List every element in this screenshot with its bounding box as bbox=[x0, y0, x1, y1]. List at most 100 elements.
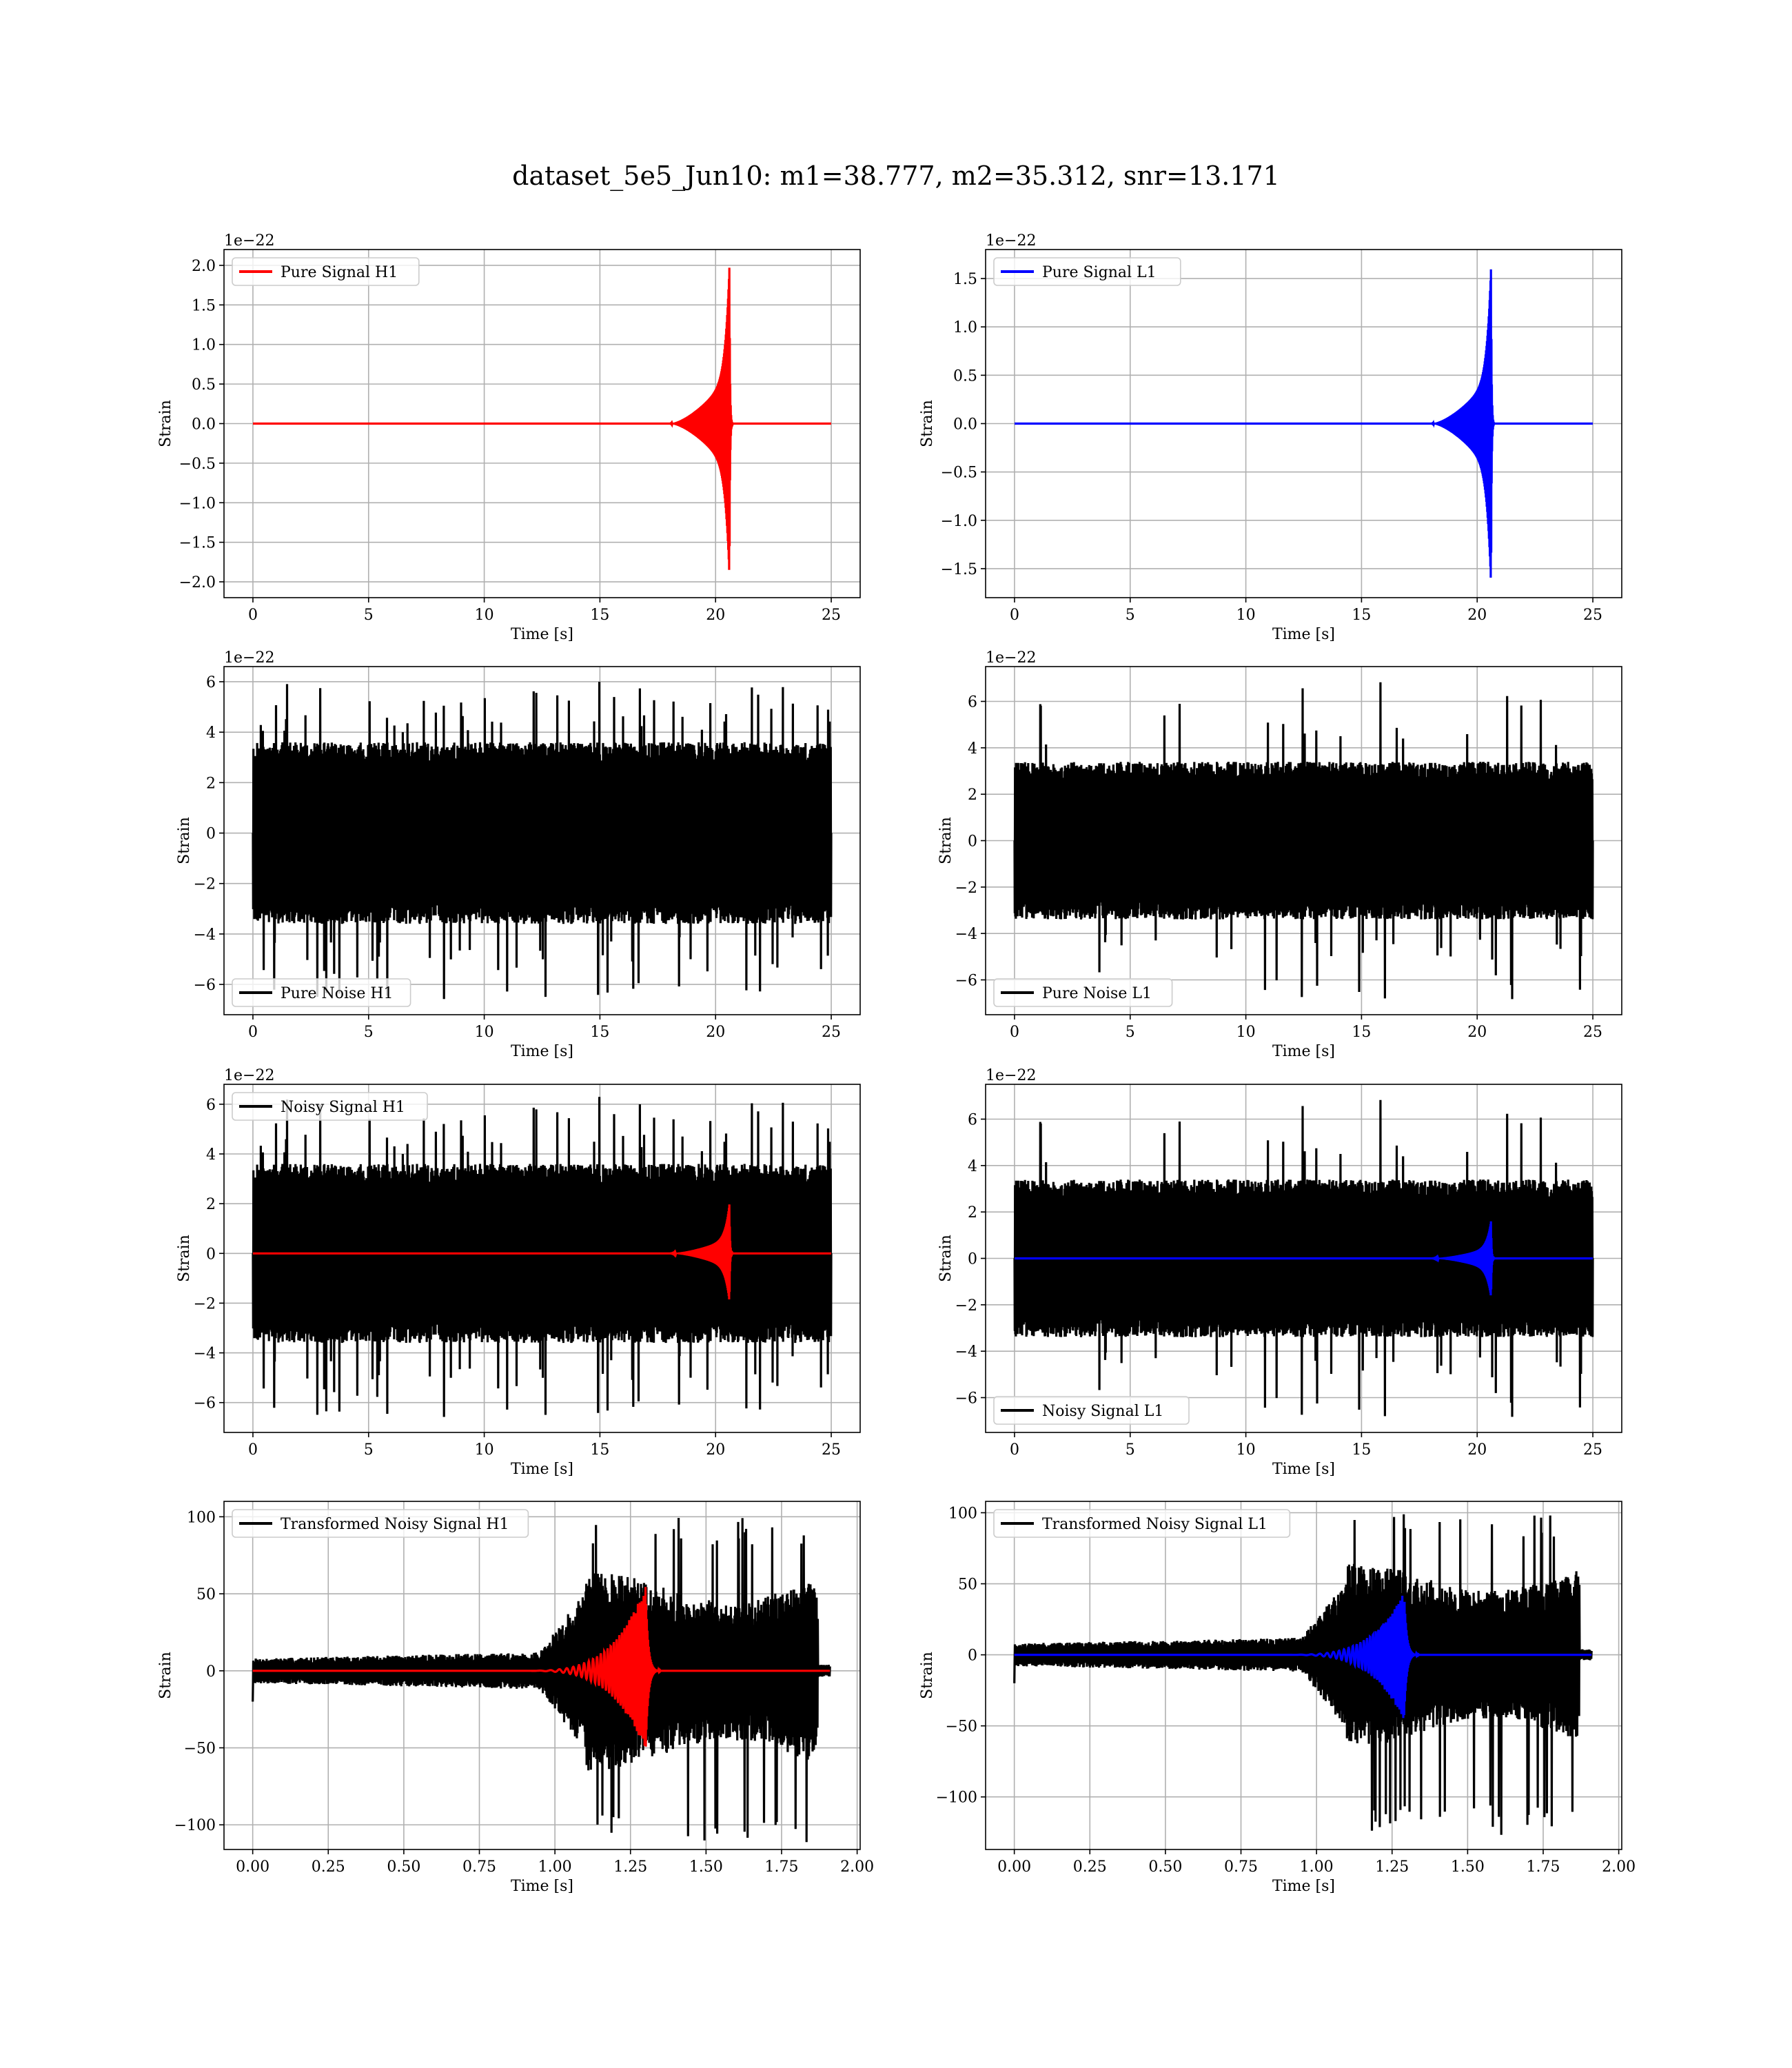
x-tick-label: 25 bbox=[822, 1441, 841, 1459]
y-tick-label: −50 bbox=[184, 1741, 216, 1758]
x-tick-label: 15 bbox=[1352, 1441, 1371, 1459]
x-tick-label: 25 bbox=[1583, 1024, 1602, 1041]
series-line-1 bbox=[252, 1517, 831, 1843]
y-tick-label: 0.5 bbox=[192, 376, 216, 394]
series-line-1 bbox=[1015, 269, 1593, 578]
y-tick-label: −4 bbox=[955, 926, 977, 943]
x-tick-label: 0 bbox=[248, 1441, 258, 1459]
x-tick-label: 0 bbox=[1010, 1024, 1019, 1041]
y-tick-label: −6 bbox=[194, 1395, 216, 1412]
x-tick-label: 15 bbox=[590, 607, 609, 624]
y-tick-label: 4 bbox=[206, 724, 216, 742]
y-tick-label: −2 bbox=[955, 880, 977, 897]
y-offset-label: 1e−22 bbox=[986, 649, 1036, 667]
plot-area bbox=[1013, 1099, 1594, 1417]
y-axis-label: Strain bbox=[176, 817, 193, 864]
subplot-1: 0 5 10 15 20 25 −2.0 −1.5 −1.0 −0.5 0.0 0.5 1.0 1.5 2.… bbox=[157, 232, 861, 643]
y-tick-label: 0.5 bbox=[953, 367, 977, 385]
x-axis-label: Time [s] bbox=[511, 626, 573, 643]
y-tick-label: −1.5 bbox=[941, 561, 977, 578]
x-axis-label: Time [s] bbox=[511, 1878, 573, 1895]
y-tick-label: 1.5 bbox=[192, 297, 216, 314]
legend-label: Pure Signal L1 bbox=[1042, 264, 1157, 281]
y-tick-label: 2.0 bbox=[192, 258, 216, 275]
legend: Pure Noise L1 bbox=[993, 978, 1173, 1007]
x-tick-label: 5 bbox=[364, 607, 374, 624]
x-tick-label: 15 bbox=[1352, 1024, 1371, 1041]
y-tick-label: −1.5 bbox=[179, 535, 216, 552]
plot-area bbox=[1013, 1514, 1593, 1835]
y-tick-label: −0.5 bbox=[179, 456, 216, 473]
y-tick-label: 0 bbox=[206, 1246, 216, 1263]
legend-frame bbox=[232, 257, 420, 286]
x-axis-label: Time [s] bbox=[511, 1461, 573, 1478]
plot-area bbox=[252, 1097, 833, 1417]
plot-area bbox=[1015, 269, 1593, 578]
subplot-8: 0.00 0.25 0.50 0.75 1.00 1.25 1.50 1.75 2.00 −100… bbox=[919, 1501, 1636, 1895]
y-axis-label: Strain bbox=[176, 1235, 193, 1282]
x-tick-label: 25 bbox=[822, 1024, 841, 1041]
x-tick-label: 0.75 bbox=[462, 1858, 496, 1876]
y-tick-label: −2 bbox=[955, 1297, 977, 1315]
legend-frame bbox=[232, 1509, 529, 1538]
y-tick-label: −1.0 bbox=[179, 495, 216, 512]
x-axis-label: Time [s] bbox=[1272, 1461, 1335, 1478]
y-tick-label: −50 bbox=[946, 1719, 977, 1736]
x-tick-label: 25 bbox=[822, 607, 841, 624]
y-tick-label: −2 bbox=[194, 876, 216, 893]
plot-area bbox=[252, 682, 833, 1000]
series-line-1 bbox=[1013, 1099, 1594, 1417]
y-tick-label: −2.0 bbox=[179, 574, 216, 591]
subplot-grid: 0 5 10 15 20 25−2.0−1.5−1.0−0.50.00.51.01.52.… bbox=[157, 232, 1636, 1895]
x-tick-label: 0.00 bbox=[997, 1858, 1031, 1876]
x-tick-label: 10 bbox=[1236, 607, 1256, 624]
y-tick-label: 100 bbox=[187, 1509, 216, 1526]
subplot-5: 0 5 10 15 20 25 −6 −4 −2 0 2 4 6 Time [s] Strain 1e−22 N… bbox=[176, 1067, 861, 1478]
y-tick-label: 2 bbox=[968, 1204, 977, 1221]
series-line-2 bbox=[1015, 1221, 1593, 1296]
x-tick-label: 0.50 bbox=[1148, 1858, 1182, 1876]
subplot-4: 0 5 10 15 20 25 −6 −4 −2 0 2 4 6 Time [s] Strain 1e−22 P… bbox=[937, 649, 1622, 1060]
series-line-2 bbox=[252, 1587, 831, 1747]
x-tick-label: 1.00 bbox=[538, 1858, 572, 1876]
legend-label: Transformed Noisy Signal H1 bbox=[281, 1516, 509, 1533]
legend: Pure Noise H1 bbox=[232, 978, 411, 1007]
y-tick-label: 6 bbox=[206, 674, 216, 691]
series-line-1 bbox=[1013, 1514, 1593, 1835]
series-line-1 bbox=[1013, 682, 1594, 1000]
x-tick-label: 1.50 bbox=[1451, 1858, 1485, 1876]
x-tick-label: 1.75 bbox=[1527, 1858, 1560, 1876]
x-axis-label: Time [s] bbox=[1272, 1043, 1335, 1060]
legend-frame bbox=[993, 257, 1181, 286]
y-tick-label: 0 bbox=[968, 1648, 977, 1665]
y-tick-label: 1.5 bbox=[953, 271, 977, 288]
y-tick-label: −0.5 bbox=[941, 465, 977, 482]
x-tick-label: 20 bbox=[706, 1024, 725, 1041]
legend: Transformed Noisy Signal H1 bbox=[232, 1509, 529, 1538]
legend: Noisy Signal H1 bbox=[232, 1092, 428, 1121]
y-tick-label: 0.0 bbox=[953, 416, 977, 434]
y-tick-label: −4 bbox=[955, 1344, 977, 1361]
legend-frame bbox=[232, 1092, 428, 1121]
x-tick-label: 25 bbox=[1583, 607, 1602, 624]
series-line-1 bbox=[252, 682, 833, 1000]
y-offset-label: 1e−22 bbox=[224, 649, 274, 667]
y-tick-label: 6 bbox=[206, 1097, 216, 1114]
y-tick-label: 100 bbox=[948, 1505, 977, 1522]
y-tick-label: 50 bbox=[958, 1577, 977, 1594]
x-tick-label: 20 bbox=[706, 607, 725, 624]
subplot-7: 0.00 0.25 0.50 0.75 1.00 1.25 1.50 1.75 2.00 −100… bbox=[157, 1501, 874, 1895]
legend-label: Noisy Signal H1 bbox=[281, 1099, 405, 1116]
legend: Transformed Noisy Signal L1 bbox=[993, 1509, 1291, 1538]
legend-frame bbox=[993, 1396, 1190, 1425]
y-tick-label: 1.0 bbox=[953, 319, 977, 336]
x-tick-label: 25 bbox=[1583, 1441, 1602, 1459]
y-tick-label: 0 bbox=[968, 833, 977, 851]
legend-label: Noisy Signal L1 bbox=[1042, 1403, 1163, 1420]
x-axis-label: Time [s] bbox=[1272, 1878, 1335, 1895]
axes-frame bbox=[223, 1501, 861, 1850]
x-tick-label: 20 bbox=[1467, 1024, 1487, 1041]
x-tick-label: 5 bbox=[1126, 607, 1135, 624]
x-tick-label: 5 bbox=[1126, 1024, 1135, 1041]
